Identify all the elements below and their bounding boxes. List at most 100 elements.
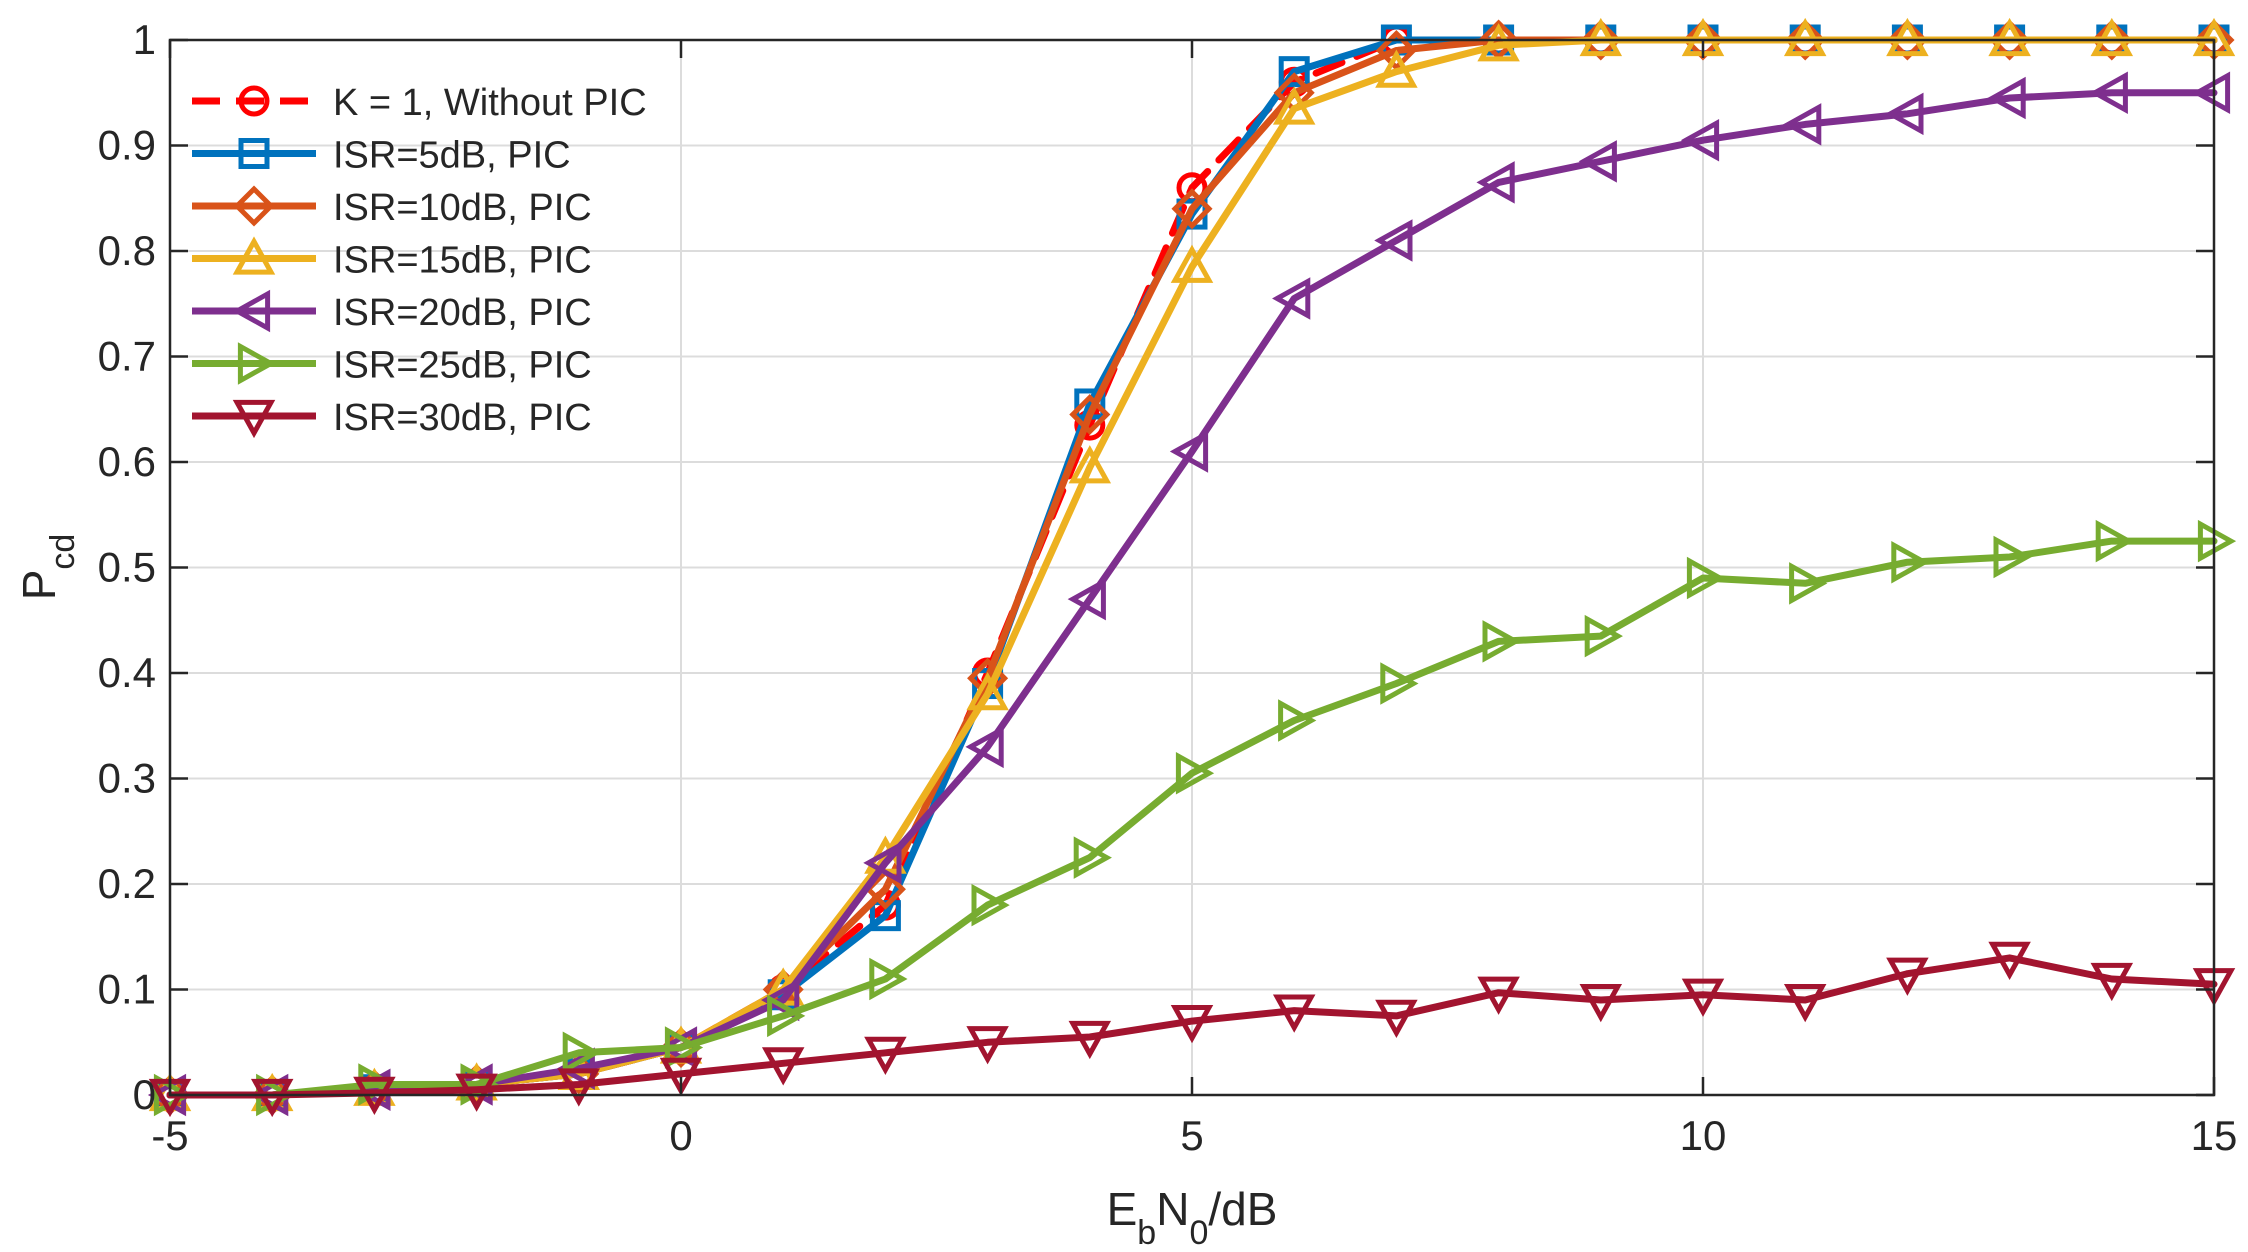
data-point — [659, 1057, 703, 1097]
legend-item: ISR=10dB, PIC — [192, 185, 592, 229]
data-point — [1783, 983, 1827, 1023]
y-tick-label: 0.4 — [98, 649, 156, 696]
series-layer — [147, 17, 2237, 1118]
data-point — [153, 1073, 193, 1117]
legend-marker — [237, 342, 277, 385]
legend-marker — [232, 399, 276, 439]
data-point — [2095, 519, 2134, 563]
legend-marker — [231, 289, 271, 333]
data-point — [1885, 92, 1924, 136]
x-axis-label: EbN0/dB — [1107, 1183, 1278, 1252]
data-point — [1784, 19, 1826, 61]
data-point — [1987, 76, 2026, 120]
legend-item: ISR=5dB, PIC — [192, 135, 571, 177]
data-point — [2191, 71, 2231, 114]
legend-item: ISR=20dB, PIC — [192, 289, 592, 334]
data-point — [2090, 962, 2134, 1002]
legend-marker — [238, 138, 270, 169]
data-point — [1170, 1005, 1214, 1044]
data-point — [761, 1047, 805, 1086]
data-point — [1993, 535, 2032, 579]
data-point — [1482, 620, 1521, 663]
data-point — [1375, 999, 1418, 1039]
series-7 — [148, 941, 2236, 1118]
y-tick-label: 0.2 — [98, 860, 156, 907]
legend-label: ISR=30dB, PIC — [333, 397, 592, 439]
data-point — [557, 1068, 601, 1107]
data-point — [2089, 71, 2128, 114]
legend-label: ISR=25dB, PIC — [333, 345, 592, 387]
data-point — [1783, 103, 1822, 146]
data-point — [1375, 49, 1418, 88]
data-point — [664, 1026, 704, 1069]
data-point — [1476, 161, 1515, 204]
data-point — [1578, 140, 1617, 183]
x-tick-label: 0 — [669, 1112, 692, 1159]
data-point — [966, 1026, 1009, 1065]
data-point — [1374, 219, 1413, 262]
legend-marker — [238, 85, 270, 117]
series-line — [166, 89, 2218, 1099]
data-point — [767, 994, 806, 1038]
data-point — [1278, 56, 1310, 88]
data-point — [1789, 562, 1828, 605]
data-point — [1067, 577, 1106, 621]
data-point — [1988, 17, 2031, 57]
data-point — [1886, 19, 1928, 61]
legend-label: ISR=20dB, PIC — [333, 292, 592, 334]
y-axis-label: Pcd — [13, 534, 82, 601]
legend-label: ISR=5dB, PIC — [333, 135, 571, 177]
data-point — [1375, 30, 1417, 72]
data-point — [1175, 751, 1215, 795]
y-tick-label: 0.3 — [98, 755, 156, 802]
legend-marker — [232, 236, 276, 275]
legend-label: ISR=10dB, PIC — [333, 187, 592, 229]
x-tick-label: -5 — [151, 1112, 188, 1159]
data-point — [1170, 244, 1214, 283]
data-point — [1989, 19, 2031, 61]
y-tick-label: 1 — [133, 16, 156, 63]
data-point — [2197, 519, 2237, 563]
legend-marker — [233, 185, 275, 227]
series-5 — [147, 71, 2231, 1117]
y-tick-label: 0.6 — [98, 438, 156, 485]
data-point — [1783, 17, 1827, 57]
data-point — [1278, 699, 1317, 742]
data-point — [1584, 614, 1623, 658]
y-tick-label: 0.8 — [98, 227, 156, 274]
data-point — [1169, 430, 1209, 473]
legend-item: K = 1, Without PIC — [192, 82, 647, 124]
data-point — [1272, 86, 1316, 125]
data-point — [761, 978, 800, 1022]
series-line — [166, 537, 2218, 1099]
series-line — [166, 954, 2218, 1099]
legend-label: K = 1, Without PIC — [333, 82, 647, 124]
data-point — [1171, 188, 1213, 230]
legend-item: ISR=15dB, PIC — [192, 236, 592, 282]
data-point — [250, 1078, 294, 1118]
data-point — [1886, 17, 1929, 57]
data-point — [863, 841, 902, 885]
data-point — [455, 1073, 498, 1112]
data-point — [1272, 277, 1311, 320]
data-point — [971, 883, 1010, 927]
x-tick-label: 10 — [1680, 1112, 1727, 1159]
legend-item: ISR=30dB, PIC — [192, 397, 592, 439]
data-point — [965, 725, 1004, 769]
data-point — [1477, 976, 1520, 1015]
y-tick-label: 0 — [133, 1071, 156, 1118]
y-tick-label: 0.5 — [98, 544, 156, 591]
y-tick-label: 0.9 — [98, 122, 156, 169]
series-line — [166, 36, 2218, 1099]
data-point — [562, 1031, 601, 1075]
data-point — [1891, 540, 1930, 584]
data-point — [869, 900, 901, 932]
data-point — [1380, 662, 1419, 705]
data-point — [1580, 19, 1622, 61]
data-point — [1068, 1020, 1112, 1060]
data-point — [1073, 836, 1112, 879]
data-point — [1886, 957, 1929, 996]
data-point — [1681, 978, 1725, 1017]
